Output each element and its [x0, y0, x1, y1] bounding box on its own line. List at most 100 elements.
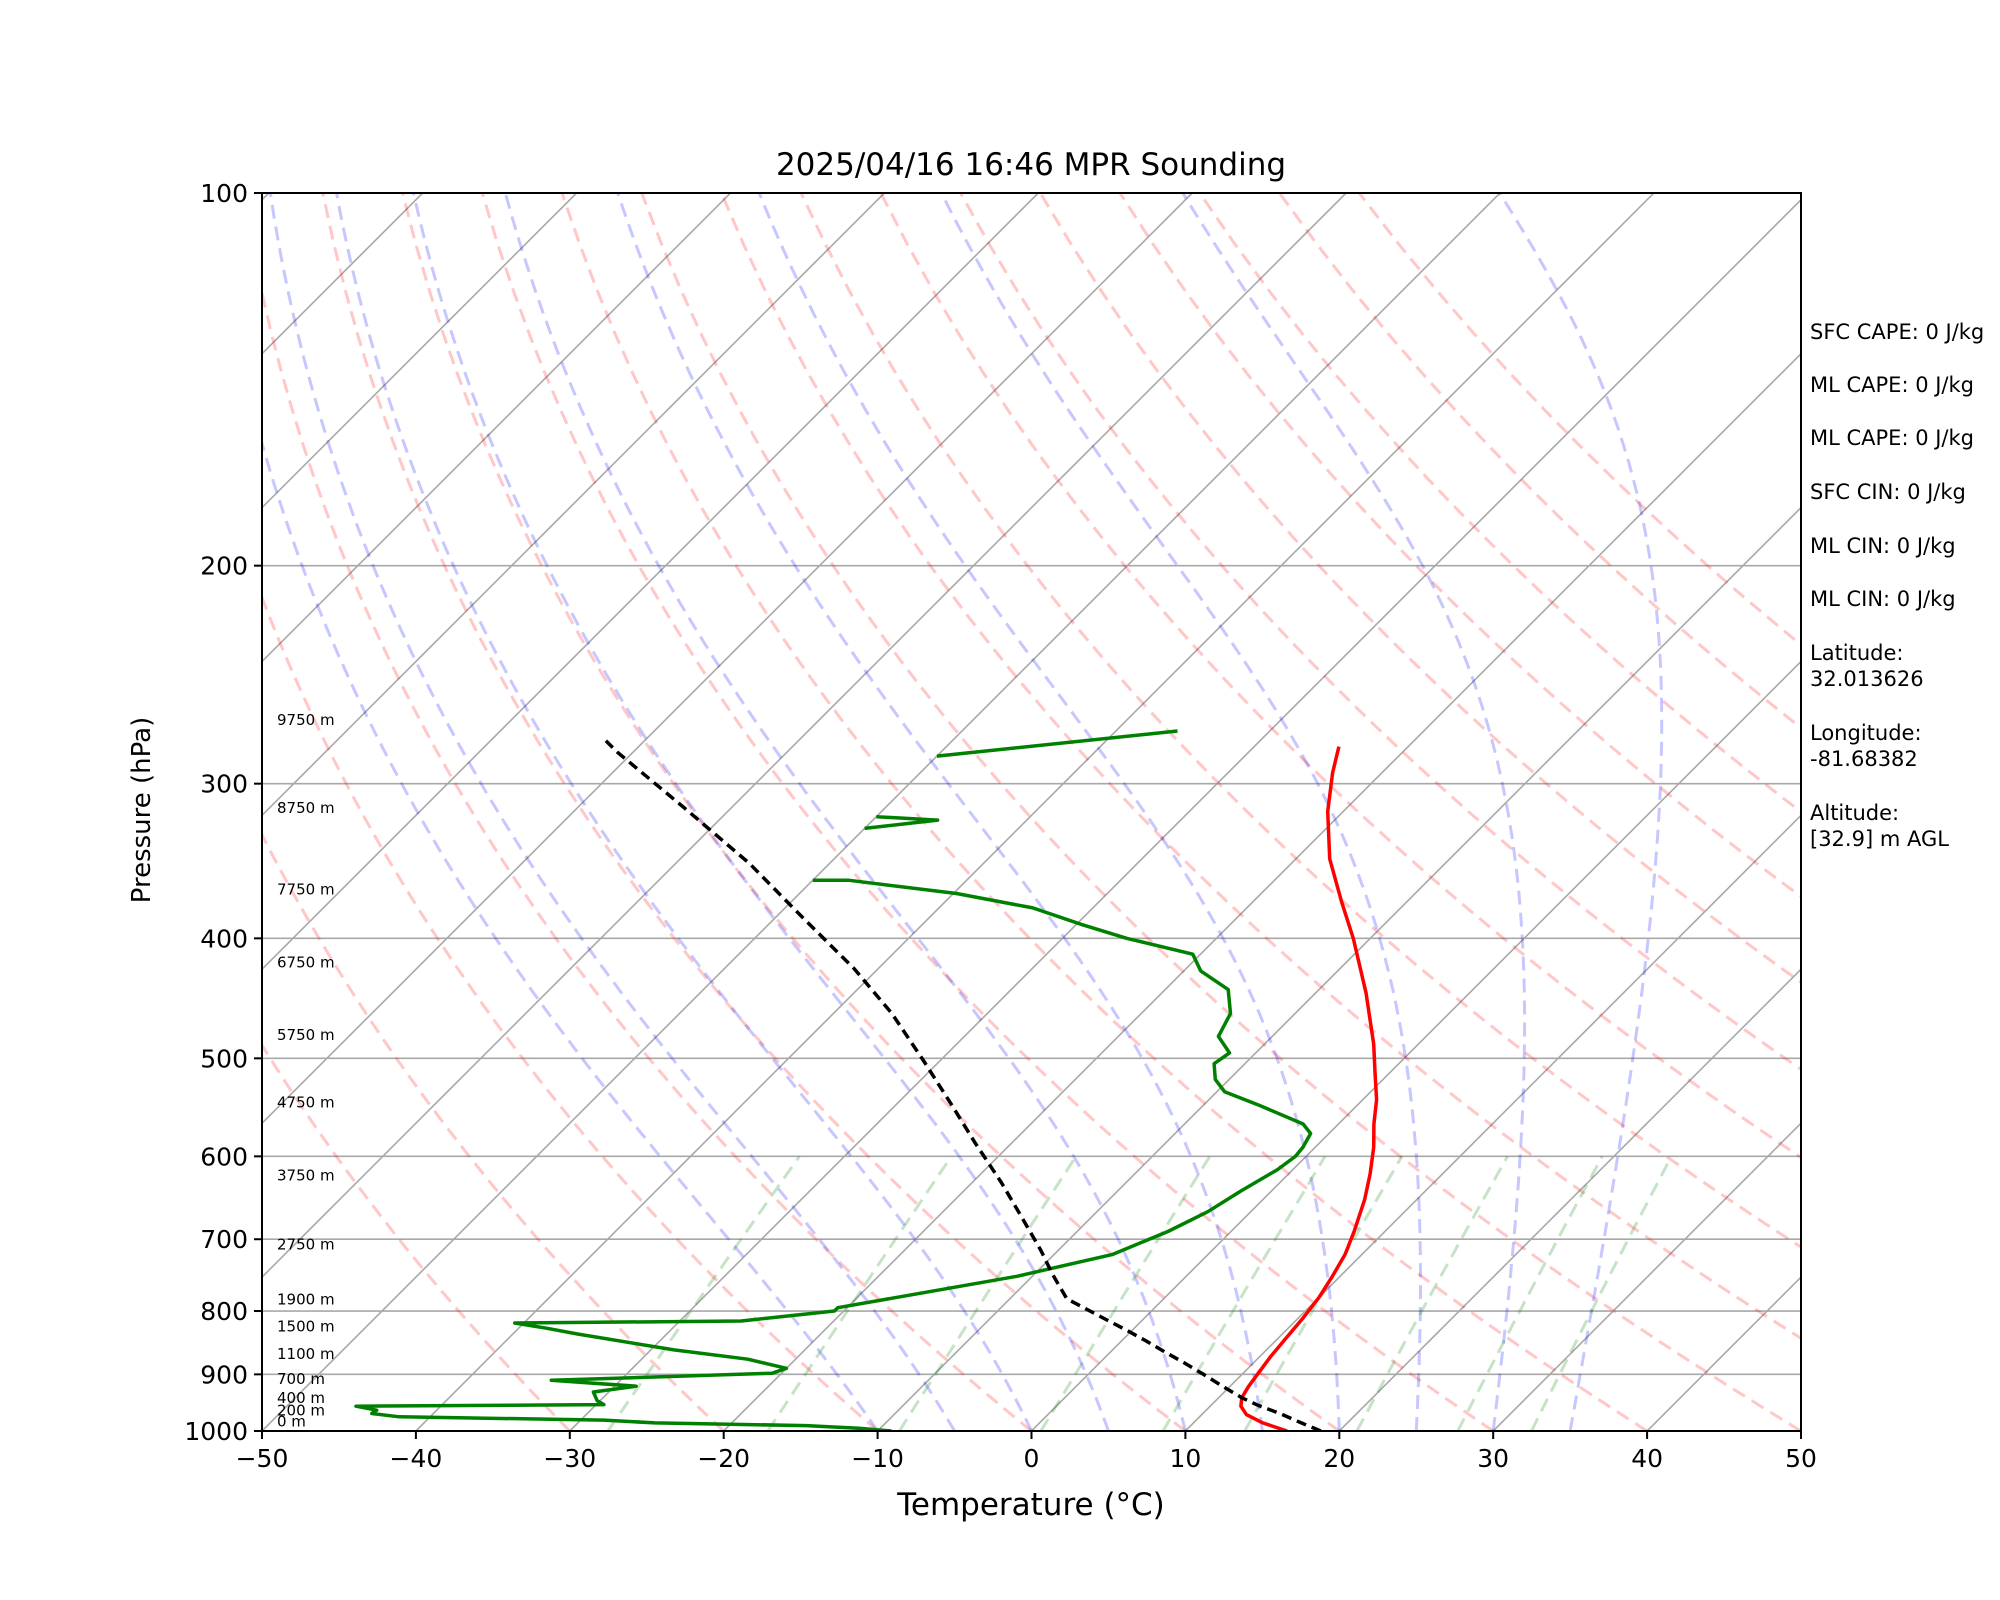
series-line-0: [1239, 746, 1379, 1431]
moist-adiabat-line: [616, 193, 1264, 1431]
y-tick-label: 400: [200, 924, 248, 953]
y-axis-label: Pressure (hPa): [127, 717, 157, 904]
moist-adiabat-line: [940, 193, 1422, 1431]
isotherm-line: [1338, 968, 1801, 1431]
isotherm-line: [262, 193, 885, 817]
ml-cin-label: ML CIN: 0 J/kg: [1810, 534, 1956, 558]
moist-adiabat-line: [757, 193, 1341, 1431]
moist-adiabat-line: [1498, 193, 1664, 1431]
x-tick-label: −10: [851, 1444, 904, 1473]
y-tick-label: 600: [200, 1142, 248, 1171]
isotherm-line: [262, 193, 578, 509]
height-label: 9750 m: [277, 711, 335, 729]
mixing-ratio-line: [1243, 1155, 1404, 1431]
sounding-profiles: [354, 729, 1379, 1431]
y-tick-label: 200: [200, 552, 248, 581]
altitude-label: Altitude:: [1810, 801, 1900, 825]
dry-adiabat-line: [321, 193, 1187, 1431]
isotherm-line: [877, 506, 1801, 1431]
isotherm-line: [262, 193, 1501, 1431]
isotherm-line: [415, 193, 1655, 1431]
longitude-value: -81.68382: [1810, 747, 1918, 771]
height-label: 4750 m: [277, 1094, 335, 1112]
series-line-4: [604, 739, 1322, 1431]
dry-adiabat-line: [262, 593, 879, 1431]
ml-cape-label: ML CAPE: 0 J/kg: [1810, 373, 1975, 397]
y-tick-label: 700: [200, 1225, 248, 1254]
height-label: 200 m: [277, 1401, 325, 1419]
moist-adiabat-line: [503, 193, 1187, 1431]
isotherm-line: [723, 352, 1801, 1431]
moist-adiabat-line: [268, 193, 956, 1431]
ml-cape-label-2: ML CAPE: 0 J/kg: [1810, 426, 1975, 450]
height-label: 8750 m: [277, 799, 335, 817]
moist-adiabat-line: [335, 193, 1033, 1431]
dry-adiabat-line: [879, 193, 1801, 1160]
height-label: 1100 m: [277, 1345, 335, 1363]
x-tick-label: 10: [1169, 1444, 1201, 1473]
x-tick-label: −20: [697, 1444, 750, 1473]
x-axis-label: Temperature (°C): [896, 1487, 1165, 1523]
height-label: 3750 m: [277, 1167, 335, 1185]
dry-adiabat-line: [720, 193, 1801, 1340]
mixing-ratio-line: [1530, 1155, 1673, 1431]
x-tick-label: 50: [1785, 1444, 1817, 1473]
isotherm-line: [262, 193, 1193, 1125]
mixing-ratio-line: [1355, 1155, 1509, 1431]
isotherm-line: [1030, 660, 1801, 1431]
mixing-ratio-line: [1456, 1155, 1604, 1431]
isotherm-line: [569, 198, 1801, 1431]
y-tick-label: 900: [200, 1360, 248, 1389]
dry-adiabat-line: [640, 193, 1801, 1431]
sfc-cape-label: SFC CAPE: 0 J/kg: [1810, 320, 1985, 344]
x-tick-label: 0: [1024, 1444, 1040, 1473]
series-line-2: [864, 814, 940, 831]
mixing-ratio-line: [766, 1155, 953, 1431]
dry-adiabat-line: [262, 285, 1033, 1431]
series-line-1: [354, 878, 1313, 1431]
height-label: 400 m: [277, 1389, 325, 1407]
dry-adiabat-line: [560, 193, 1648, 1431]
isotherm-line: [1492, 1122, 1801, 1431]
y-tick-label: 500: [200, 1044, 248, 1073]
latitude-label: Latitude:: [1810, 641, 1904, 665]
x-tick-label: −40: [390, 1444, 443, 1473]
x-tick-label: −50: [236, 1444, 289, 1473]
dry-adiabat-line: [480, 193, 1495, 1431]
isotherm-line: [262, 193, 1347, 1279]
moist-adiabat-line: [262, 437, 879, 1431]
dry-adiabat-line: [799, 193, 1801, 1249]
height-label: 700 m: [277, 1370, 325, 1388]
height-label: 2750 m: [277, 1235, 335, 1253]
height-label: 1500 m: [277, 1317, 335, 1335]
x-tick-label: 20: [1323, 1444, 1355, 1473]
height-label: 1900 m: [277, 1290, 335, 1308]
plot-axes: −50 −40 −30 −20 −10 0 10 20 30 40 50 100 200 300 400 50…: [184, 179, 1817, 1473]
dry-adiabat-line: [262, 1042, 571, 1431]
x-tick-label: 40: [1631, 1444, 1663, 1473]
moist-adiabat-line: [1181, 193, 1527, 1431]
height-label: 7750 m: [277, 880, 335, 898]
y-tick-label: 300: [200, 770, 248, 799]
x-tick-label: −30: [543, 1444, 596, 1473]
y-tick-label: 1000: [184, 1417, 248, 1446]
sfc-cin-label: SFC CIN: 0 J/kg: [1810, 480, 1966, 504]
ml-cin-label-2: ML CIN: 0 J/kg: [1810, 587, 1956, 611]
y-tick-label: 800: [200, 1297, 248, 1326]
mixing-ratio-line: [898, 1155, 1078, 1431]
isotherm-line: [1184, 814, 1801, 1431]
moist-adiabat-line: [411, 193, 1110, 1431]
mixing-ratio-line: [1039, 1155, 1212, 1431]
series-line-3: [936, 729, 1178, 758]
height-label: 0 m: [277, 1412, 306, 1430]
height-label: 5750 m: [277, 1026, 335, 1044]
y-tick-label: 100: [200, 179, 248, 208]
isotherm-line: [262, 193, 1039, 971]
chart-title: 2025/04/16 16:46 MPR Sounding: [776, 147, 1286, 183]
height-label: 6750 m: [277, 954, 335, 972]
isotherm-line: [262, 193, 732, 663]
x-tick-label: 30: [1477, 1444, 1509, 1473]
latitude-value: 32.013626: [1810, 667, 1924, 691]
